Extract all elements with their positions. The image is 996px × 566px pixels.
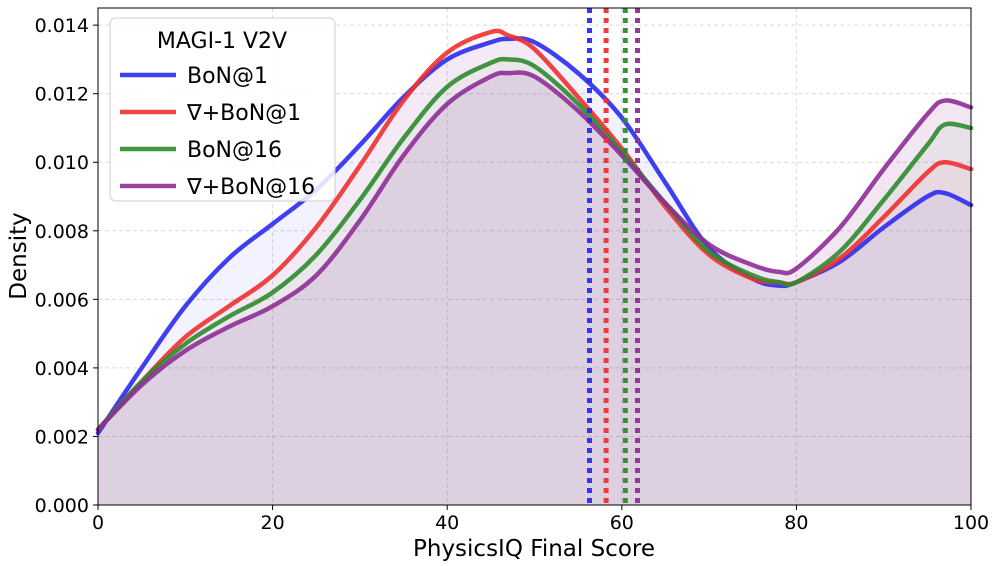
y-tick-label-2: 0.004 — [35, 358, 89, 380]
series-fill-bon-16 — [98, 72, 971, 505]
y-axis-label: Density — [6, 212, 32, 299]
series-fill-bon-1 — [98, 30, 971, 506]
density-fills — [98, 30, 971, 506]
series-fill-bon-1 — [98, 38, 971, 505]
series-line-bon-1 — [95, 36, 974, 436]
x-tick-label-1: 20 — [261, 512, 285, 534]
y-axis-ticks: 0.000 0.002 0.004 0.006 0.008 0.010 0.012 0.014 — [35, 15, 98, 517]
y-tick-label-4: 0.008 — [35, 221, 89, 243]
series-line-bon-16 — [95, 56, 974, 432]
x-tick-label-4: 80 — [784, 512, 808, 534]
legend-box — [109, 17, 336, 202]
legend-label-bon-1: ∇+BoN@1 — [186, 101, 301, 126]
x-axis-ticks: 0 20 40 60 80 100 — [92, 505, 989, 534]
y-tick-label-6: 0.012 — [35, 84, 89, 106]
legend-label-bon-1: BoN@1 — [187, 64, 268, 89]
x-tick-label-0: 0 — [92, 512, 104, 534]
mean-lines — [586, 8, 641, 505]
x-tick-label-2: 40 — [435, 512, 459, 534]
plot-frame — [97, 7, 972, 506]
y-tick-label-0: 0.000 — [35, 495, 89, 517]
y-tick-label-1: 0.002 — [35, 426, 89, 448]
legend-label-bon-16: BoN@16 — [187, 138, 282, 163]
x-tick-label-5: 100 — [953, 512, 989, 534]
x-axis-label: PhysicsIQ Final Score — [413, 536, 655, 562]
density-lines — [95, 28, 974, 436]
y-tick-label-3: 0.006 — [35, 289, 89, 311]
legend-items: BoN@1 ∇+BoN@1 BoN@16 ∇+BoN@16 — [120, 64, 315, 200]
grid-lines — [98, 8, 971, 505]
series-line-bon-1 — [95, 28, 974, 432]
series-line-bon-16 — [95, 70, 974, 432]
legend-title: MAGI-1 V2V — [157, 29, 287, 54]
series-fill-bon-16 — [98, 59, 971, 506]
x-tick-label-3: 60 — [610, 512, 634, 534]
y-tick-label-7: 0.014 — [35, 15, 89, 37]
legend: MAGI-1 V2V BoN@1 ∇+BoN@1 BoN@16 ∇+BoN@16 — [109, 17, 336, 202]
legend-label-bon-16: ∇+BoN@16 — [186, 175, 315, 200]
y-tick-label-5: 0.010 — [35, 152, 89, 174]
